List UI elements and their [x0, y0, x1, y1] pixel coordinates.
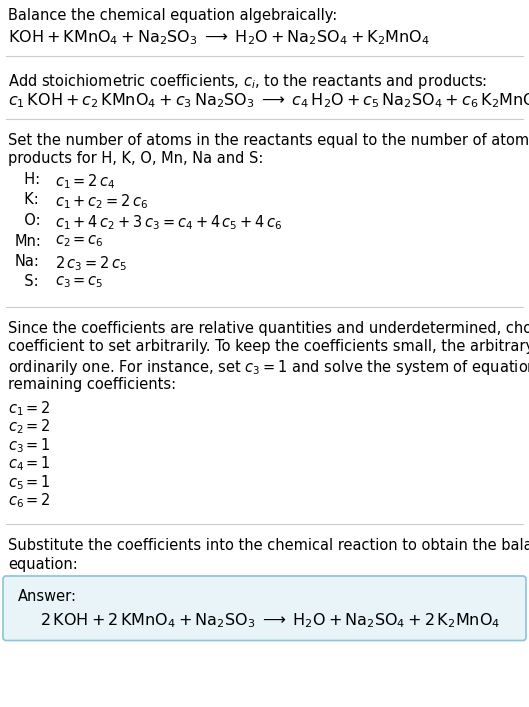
- Text: Balance the chemical equation algebraically:: Balance the chemical equation algebraica…: [8, 8, 338, 23]
- Text: $2\,c_3 = 2\,c_5$: $2\,c_3 = 2\,c_5$: [55, 254, 127, 273]
- Text: $c_1 = 2\,c_4$: $c_1 = 2\,c_4$: [55, 172, 115, 191]
- Text: $2\,\mathrm{KOH} + 2\,\mathrm{KMnO_4} + \mathrm{Na_2SO_3} \;\longrightarrow\; \m: $2\,\mathrm{KOH} + 2\,\mathrm{KMnO_4} + …: [40, 612, 500, 630]
- Text: $c_1 + 4\,c_2 + 3\,c_3 = c_4 + 4\,c_5 + 4\,c_6$: $c_1 + 4\,c_2 + 3\,c_3 = c_4 + 4\,c_5 + …: [55, 213, 282, 232]
- Text: Answer:: Answer:: [18, 589, 77, 604]
- FancyBboxPatch shape: [3, 576, 526, 641]
- Text: remaining coefficients:: remaining coefficients:: [8, 377, 176, 392]
- Text: Set the number of atoms in the reactants equal to the number of atoms in the: Set the number of atoms in the reactants…: [8, 133, 529, 148]
- Text: coefficient to set arbitrarily. To keep the coefficients small, the arbitrary va: coefficient to set arbitrarily. To keep …: [8, 339, 529, 354]
- Text: Since the coefficients are relative quantities and underdetermined, choose a: Since the coefficients are relative quan…: [8, 321, 529, 336]
- Text: $c_2 = 2$: $c_2 = 2$: [8, 418, 51, 436]
- Text: O:: O:: [15, 213, 41, 228]
- Text: $c_1\,\mathrm{KOH} + c_2\,\mathrm{KMnO_4} + c_3\,\mathrm{Na_2SO_3} \;\longrighta: $c_1\,\mathrm{KOH} + c_2\,\mathrm{KMnO_4…: [8, 91, 529, 110]
- Text: Mn:: Mn:: [15, 233, 42, 248]
- Text: K:: K:: [15, 192, 39, 207]
- Text: Add stoichiometric coefficients, $c_i$, to the reactants and products:: Add stoichiometric coefficients, $c_i$, …: [8, 72, 487, 91]
- Text: $c_4 = 1$: $c_4 = 1$: [8, 455, 51, 473]
- Text: products for H, K, O, Mn, Na and S:: products for H, K, O, Mn, Na and S:: [8, 151, 263, 167]
- Text: $c_1 + c_2 = 2\,c_6$: $c_1 + c_2 = 2\,c_6$: [55, 192, 149, 211]
- Text: equation:: equation:: [8, 556, 78, 571]
- Text: $c_3 = c_5$: $c_3 = c_5$: [55, 274, 104, 290]
- Text: $c_3 = 1$: $c_3 = 1$: [8, 436, 51, 455]
- Text: H:: H:: [15, 172, 40, 187]
- Text: $c_6 = 2$: $c_6 = 2$: [8, 491, 51, 510]
- Text: $\mathrm{KOH + KMnO_4 + Na_2SO_3 \;\longrightarrow\; H_2O + Na_2SO_4 + K_2MnO_4}: $\mathrm{KOH + KMnO_4 + Na_2SO_3 \;\long…: [8, 28, 430, 47]
- Text: $c_1 = 2$: $c_1 = 2$: [8, 399, 51, 418]
- Text: ordinarily one. For instance, set $c_3 = 1$ and solve the system of equations fo: ordinarily one. For instance, set $c_3 =…: [8, 358, 529, 377]
- Text: Na:: Na:: [15, 254, 40, 269]
- Text: S:: S:: [15, 274, 39, 289]
- Text: $c_5 = 1$: $c_5 = 1$: [8, 473, 51, 491]
- Text: Substitute the coefficients into the chemical reaction to obtain the balanced: Substitute the coefficients into the che…: [8, 538, 529, 553]
- Text: $c_2 = c_6$: $c_2 = c_6$: [55, 233, 104, 249]
